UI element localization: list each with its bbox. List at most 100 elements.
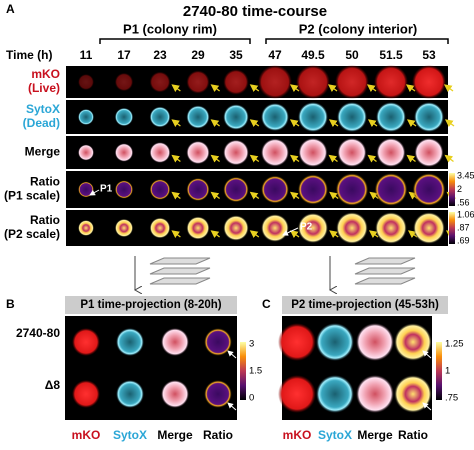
pointer (249, 119, 260, 128)
pointer (210, 84, 220, 93)
colony-image (114, 218, 134, 238)
pointer (89, 189, 100, 196)
colony-image (78, 109, 94, 125)
colorbar-label: .69 (457, 235, 470, 245)
down-arrows (135, 256, 330, 290)
annotation: P2 (300, 222, 313, 233)
pointer (289, 154, 300, 163)
colony-image (186, 216, 210, 240)
pointer (367, 154, 377, 163)
column-label: Ratio (398, 428, 428, 442)
column-label: mKO (283, 428, 312, 442)
pointer (249, 230, 260, 239)
column-label: mKO (72, 428, 101, 442)
colony-image (374, 173, 408, 206)
panel-header: P1 time-projection (8-20h) (80, 299, 221, 311)
colony-image (316, 375, 354, 413)
colony-image (376, 138, 406, 167)
colorbar-label: 0 (249, 393, 254, 404)
pointer (171, 119, 181, 128)
colony-image (278, 375, 316, 413)
colony-image (414, 102, 444, 132)
colony-image (337, 138, 367, 167)
time-value: 49.5 (301, 48, 325, 62)
colony-image (78, 181, 94, 198)
column-label: Ratio (203, 428, 233, 442)
colony-image (316, 323, 354, 361)
time-value: 17 (117, 48, 131, 62)
colorbar-label: .75 (445, 393, 458, 404)
pointer (405, 84, 416, 93)
colony-image (297, 212, 329, 244)
pointer (171, 154, 181, 163)
colony-image (78, 144, 94, 161)
time-value: 51.5 (379, 48, 403, 62)
pointer (227, 402, 237, 411)
colorbar-label: 1.06 (457, 209, 474, 219)
figure-title: 2740-80 time-course (183, 3, 327, 20)
colony-image (186, 177, 210, 202)
colony-image (337, 102, 367, 132)
time-value: 35 (229, 48, 243, 62)
colony-image (414, 138, 444, 167)
colony-image (376, 102, 406, 132)
colony-image (394, 375, 432, 413)
colony-image (375, 212, 407, 244)
colorbar-label: 3.45 (457, 170, 474, 180)
colony-image (116, 328, 144, 356)
time-value: 23 (153, 48, 167, 62)
stack-icon (149, 277, 211, 285)
time-value: 50 (345, 48, 359, 62)
header-box (65, 296, 237, 314)
row-label: (Live) (28, 81, 60, 95)
colony-image (278, 323, 316, 361)
colony-image (261, 214, 289, 242)
pointer (227, 350, 237, 359)
pointer (171, 191, 181, 200)
colony-image (114, 72, 134, 92)
pointer (366, 84, 377, 93)
row-label: Δ8 (45, 378, 61, 392)
colony-image (114, 180, 134, 199)
time-label: Time (h) (6, 48, 52, 62)
colony-image (72, 380, 100, 408)
pointer (327, 84, 338, 93)
pointer (171, 230, 181, 239)
colony-image (114, 107, 134, 127)
colony-image (78, 220, 94, 236)
colony-image (149, 106, 171, 128)
pointer (171, 84, 181, 93)
annotation: P1 (100, 184, 113, 195)
row-label: Merge (25, 145, 61, 159)
panel-label: A (6, 2, 15, 16)
colorbar-label: 2 (457, 184, 462, 194)
pointer (443, 84, 454, 93)
colony-image (298, 138, 328, 167)
colorbar (449, 212, 455, 244)
row-label: (Dead) (23, 116, 60, 130)
colony-image (394, 323, 432, 361)
pointer (328, 154, 338, 163)
pointer (328, 119, 339, 128)
pointer (289, 84, 300, 93)
colony-image (258, 65, 292, 99)
colony-image (116, 380, 144, 408)
colony-image (297, 174, 329, 205)
colony-image (186, 140, 210, 165)
pointer (210, 154, 220, 163)
colony-image (413, 212, 445, 244)
pointer (289, 191, 300, 200)
colony-image (296, 65, 330, 99)
group-label: P2 (colony interior) (299, 21, 417, 36)
column-label: Merge (157, 428, 193, 442)
column-label: SytoX (113, 428, 147, 442)
colony-image (223, 139, 249, 166)
colorbar-label: 1.5 (249, 366, 262, 377)
colony-image (161, 380, 189, 408)
colony-image (298, 102, 328, 132)
colony-image (261, 175, 289, 204)
row-label: mKO (31, 67, 60, 81)
panel-label: B (6, 297, 15, 311)
colony-image (149, 179, 171, 200)
